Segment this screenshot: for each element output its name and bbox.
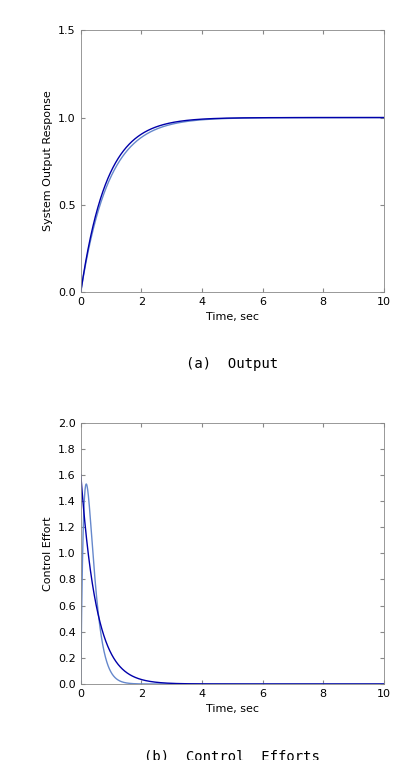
X-axis label: Time, sec: Time, sec — [206, 705, 259, 714]
Text: (b)  Control  Efforts: (b) Control Efforts — [144, 749, 320, 760]
Text: (a)  Output: (a) Output — [186, 357, 278, 371]
Y-axis label: System Output Response: System Output Response — [43, 90, 53, 232]
X-axis label: Time, sec: Time, sec — [206, 312, 259, 322]
Y-axis label: Control Effort: Control Effort — [43, 516, 53, 591]
